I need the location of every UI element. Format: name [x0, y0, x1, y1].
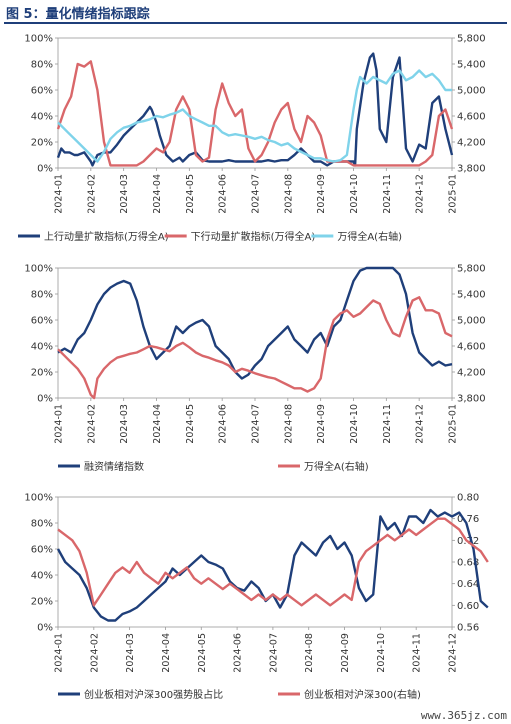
chart-2: 0% 20% 40% 60% 80% 100% 3,800 4,200 4,600 5,000 5,… — [24, 264, 485, 474]
right-tick-label: 5,800 — [457, 34, 486, 45]
x-tick-label: 2024-01 — [54, 404, 65, 444]
right-tick-label: 3,800 — [457, 164, 486, 175]
x-tick-label: 2024-04 — [161, 633, 172, 673]
right-tick-label: 0.60 — [457, 601, 479, 612]
right-tick-label: 0.64 — [457, 579, 479, 590]
right-tick-label: 0.76 — [457, 514, 479, 525]
series-line-1 — [57, 266, 453, 380]
left-tick-label: 40% — [31, 342, 53, 353]
x-tick-label: 2024-07 — [251, 174, 262, 214]
legend-label-1: 上行动量扩散指标(万得全A) — [44, 230, 169, 243]
x-tick-label: 2024-06 — [218, 404, 229, 444]
chart-3: 0%20%40%60%80%100%0.560.600.640.680.720.… — [24, 493, 489, 701]
x-tick-label: 2024-09 — [340, 633, 351, 673]
watermark: www.365jz.com — [420, 709, 507, 722]
x-tick-label: 2024-03 — [119, 404, 130, 444]
left-tick-label: 40% — [31, 571, 53, 582]
x-tick-label: 2024-05 — [185, 174, 196, 214]
figure-header: 图 5：量化情绪指标跟踪 — [0, 0, 511, 24]
x-tick-label: 2024-10 — [349, 174, 360, 214]
x-tick-label: 2025-01 — [448, 404, 459, 444]
left-tick-label: 100% — [24, 264, 53, 275]
series-line-3 — [57, 69, 452, 163]
left-tick-label: 20% — [31, 597, 53, 608]
left-tick-label: 20% — [31, 368, 53, 379]
left-tick-label: 60% — [31, 545, 53, 556]
right-tick-label: 3,800 — [457, 394, 486, 405]
left-tick-label: 80% — [31, 290, 53, 301]
x-tick-label: 2024-12 — [448, 633, 459, 673]
plot-frame — [57, 37, 453, 169]
right-tick-label: 5,400 — [457, 60, 486, 71]
right-tick-label: 5,000 — [457, 86, 486, 97]
x-tick-label: 2024-08 — [283, 404, 294, 444]
x-tick-label: 2024-11 — [382, 174, 393, 214]
header-rule — [4, 22, 507, 24]
legend-label-1: 融资情绪指数 — [84, 460, 144, 473]
series-line-2 — [57, 296, 453, 400]
left-tick-label: 100% — [24, 34, 53, 45]
left-tick-label: 20% — [31, 138, 53, 149]
right-tick-label: 0.56 — [457, 623, 479, 634]
right-tick-label: 4,200 — [457, 368, 486, 379]
x-tick-label: 2024-05 — [185, 404, 196, 444]
x-tick-label: 2024-02 — [86, 404, 97, 444]
x-tick-label: 2024-02 — [86, 174, 97, 214]
x-tick-label: 2024-10 — [376, 633, 387, 673]
legend-label-2: 下行动量扩散指标(万得全A) — [191, 230, 316, 243]
legend-label-2: 万得全A(右轴) — [304, 460, 369, 473]
left-tick-label: 100% — [24, 493, 53, 504]
x-tick-label: 2024-01 — [54, 633, 65, 673]
left-tick-label: 60% — [31, 86, 53, 97]
left-tick-label: 60% — [31, 316, 53, 327]
right-tick-label: 0.68 — [457, 558, 479, 569]
left-tick-label: 0% — [37, 623, 53, 634]
right-tick-label: 4,200 — [457, 138, 486, 149]
x-tick-label: 2024-11 — [382, 404, 393, 444]
x-tick-label: 2024-12 — [415, 174, 426, 214]
x-tick-label: 2024-02 — [89, 633, 100, 673]
x-tick-label: 2024-03 — [119, 174, 130, 214]
legend-label-1: 创业板相对沪深300强势股占比 — [84, 688, 223, 701]
x-tick-label: 2024-08 — [304, 633, 315, 673]
chart-1: 0% 20% 40% 60% 80% 100% 3,800 4,200 4,600 5,000 5,… — [18, 34, 486, 243]
x-tick-label: 2024-04 — [152, 404, 163, 444]
x-tick-label: 2024-09 — [316, 404, 327, 444]
series-line-2 — [56, 60, 454, 167]
right-tick-label: 4,600 — [457, 342, 486, 353]
x-tick-label: 2025-01 — [448, 174, 459, 214]
x-tick-label: 2024-04 — [152, 174, 163, 214]
plot-frame — [57, 496, 453, 628]
left-tick-label: 80% — [31, 519, 53, 530]
left-tick-label: 80% — [31, 60, 53, 71]
series-line-2 — [57, 517, 489, 607]
x-tick-label: 2024-06 — [233, 633, 244, 673]
x-tick-label: 2024-07 — [268, 633, 279, 673]
left-tick-label: 40% — [31, 112, 53, 123]
series-line-1 — [56, 52, 454, 167]
x-tick-label: 2024-05 — [197, 633, 208, 673]
x-tick-label: 2024-08 — [283, 174, 294, 214]
left-tick-label: 0% — [37, 394, 53, 405]
right-tick-label: 0.80 — [457, 493, 479, 504]
right-tick-label: 5,800 — [457, 264, 486, 275]
x-tick-label: 2024-01 — [54, 174, 65, 214]
right-tick-label: 4,600 — [457, 112, 486, 123]
figure-title: 图 5：量化情绪指标跟踪 — [6, 7, 150, 22]
legend-label-2: 创业板相对沪深300(右轴) — [304, 688, 421, 701]
right-tick-label: 5,400 — [457, 290, 486, 301]
right-tick-label: 5,000 — [457, 316, 486, 327]
x-tick-label: 2024-06 — [218, 174, 229, 214]
x-tick-label: 2024-12 — [415, 404, 426, 444]
x-tick-label: 2024-09 — [316, 174, 327, 214]
x-tick-label: 2024-10 — [349, 404, 360, 444]
legend-label-3: 万得全A(右轴) — [337, 230, 402, 243]
series-line-1 — [56, 508, 489, 622]
x-tick-label: 2024-03 — [125, 633, 136, 673]
x-tick-label: 2024-11 — [412, 633, 423, 673]
left-tick-label: 0% — [37, 164, 53, 175]
x-tick-label: 2024-07 — [251, 404, 262, 444]
